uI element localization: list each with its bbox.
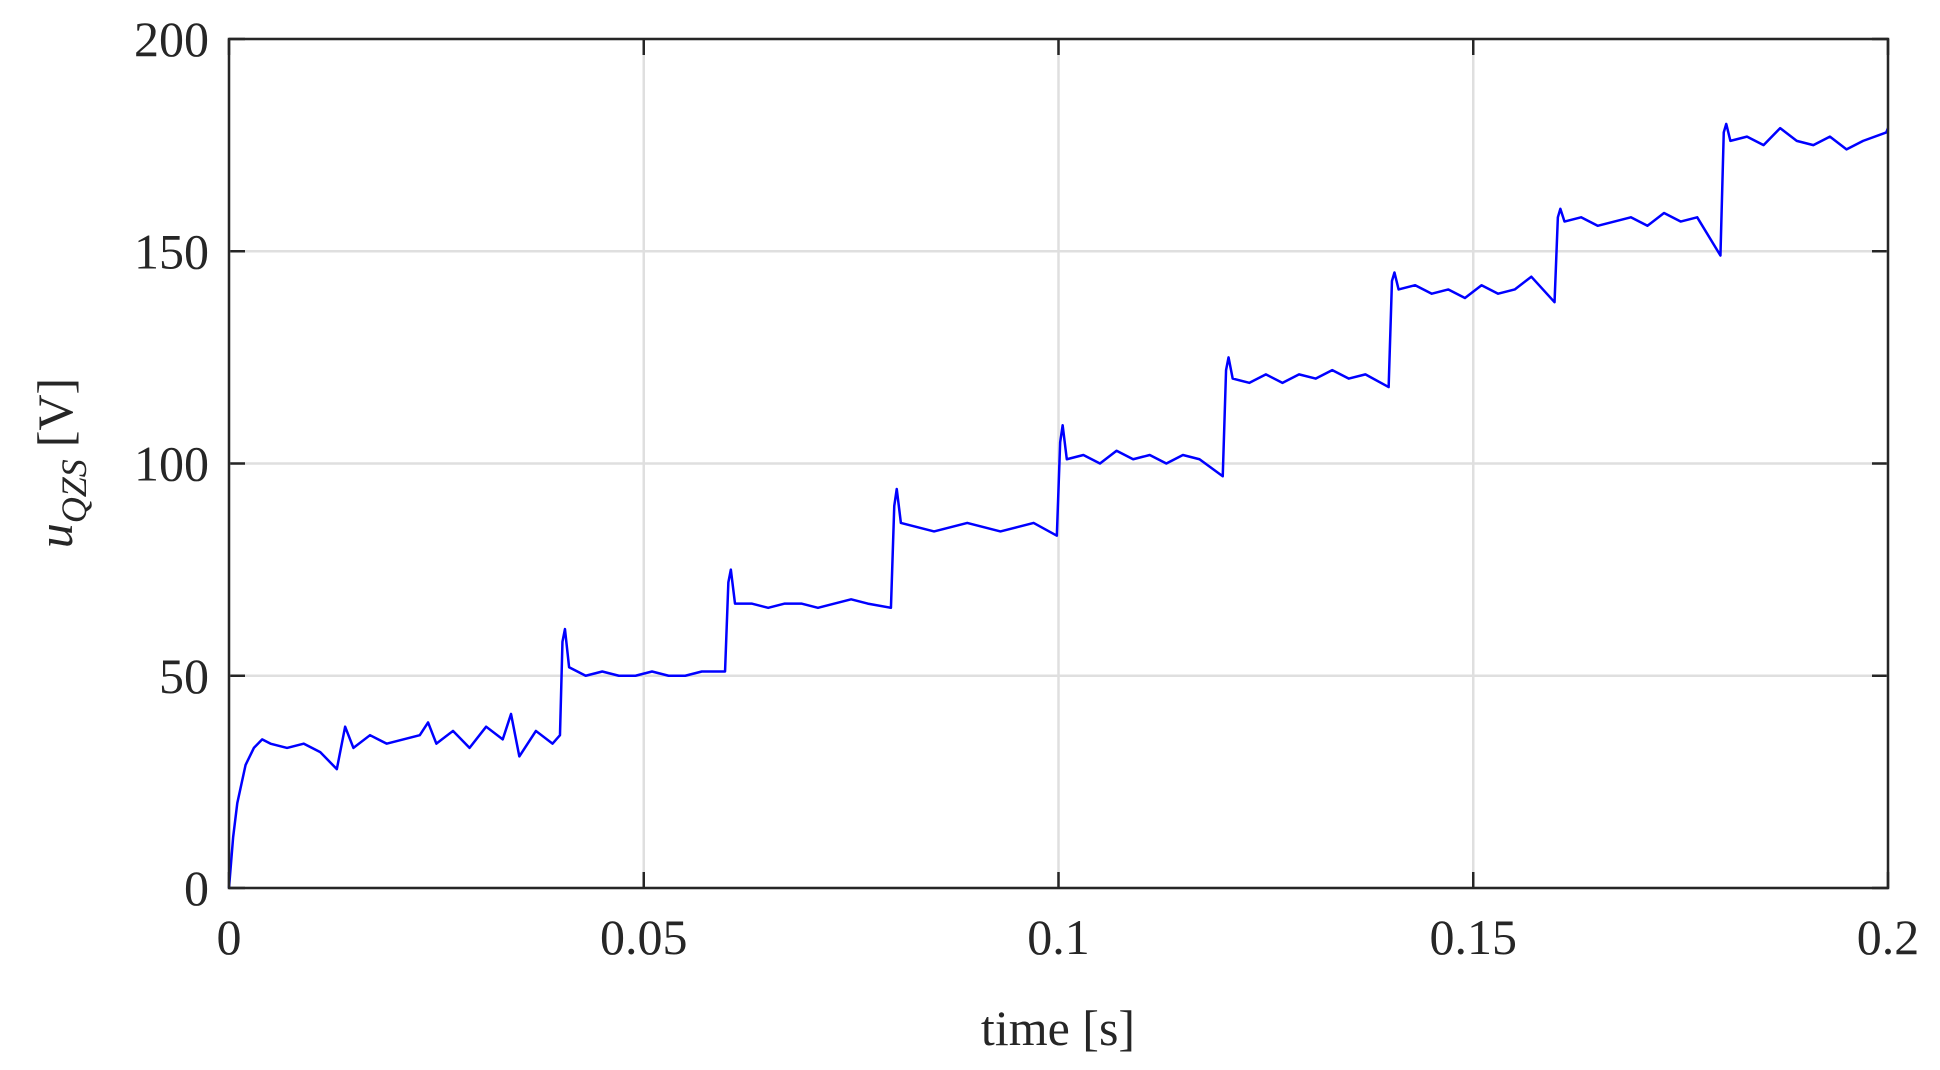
y-label-subscript: QZS — [54, 459, 94, 523]
y-tick-label: 100 — [134, 436, 209, 492]
y-tick-label: 50 — [159, 648, 209, 704]
y-tick-label: 0 — [184, 860, 209, 916]
x-tick-label: 0.05 — [600, 909, 688, 965]
data-line — [227, 122, 1890, 889]
y-tick-label: 200 — [134, 11, 209, 67]
x-axis-label: time [s] — [981, 1000, 1135, 1056]
x-tick-label: 0.1 — [1027, 909, 1090, 965]
y-label-symbol: u — [27, 523, 83, 548]
y-label-unit: [V] — [27, 378, 83, 447]
y-axis-label: uQZS [V] — [27, 378, 94, 548]
x-tick-label: 0.15 — [1430, 909, 1518, 965]
plot-frame — [227, 37, 1890, 890]
x-tick-label: 0 — [217, 909, 242, 965]
x-tick-label: 0.2 — [1857, 909, 1920, 965]
y-tick-label: 150 — [134, 223, 209, 279]
